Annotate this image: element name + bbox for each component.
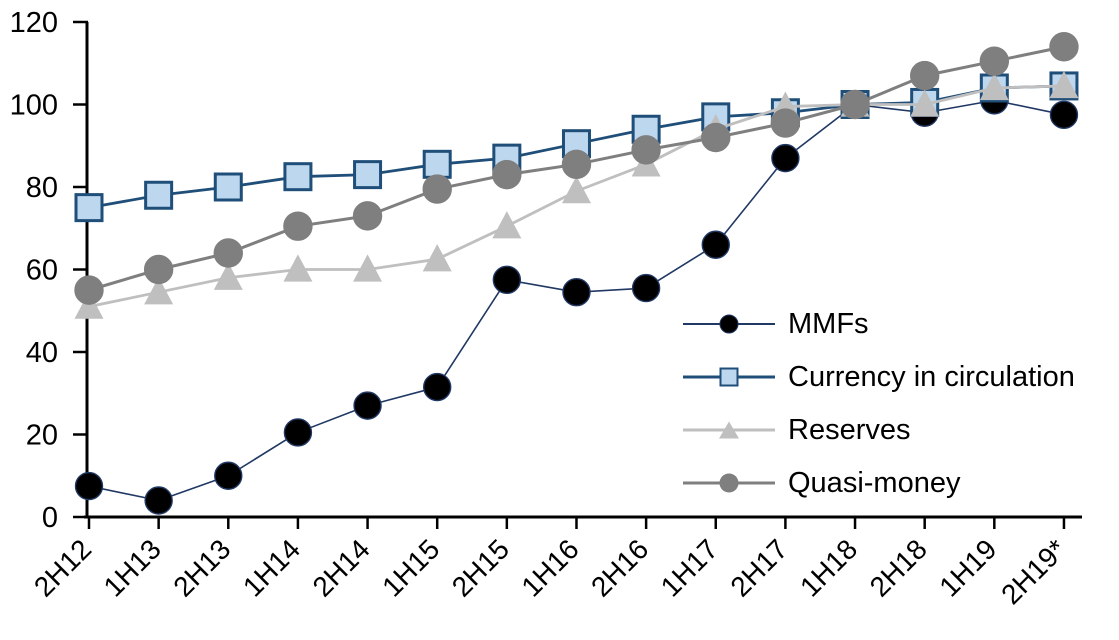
marker-currency-in-circulation <box>422 149 452 179</box>
marker-quasi-money <box>840 89 870 120</box>
y-tick-label: 20 <box>26 420 58 452</box>
y-tick-label: 40 <box>26 337 58 369</box>
marker-quasi-money <box>909 60 940 91</box>
marker-quasi-money <box>74 275 104 305</box>
marker-quasi-money <box>352 201 383 231</box>
marker-mmfs <box>423 372 452 402</box>
x-tick-label: 2H15 <box>446 533 515 602</box>
marker-quasi-money <box>492 159 522 190</box>
marker-mmfs <box>562 277 591 307</box>
marker-currency-in-circulation <box>74 193 104 223</box>
x-tick-label: 2H17 <box>724 533 793 602</box>
marker-quasi-money <box>1049 32 1079 62</box>
marker-reserves <box>492 211 522 239</box>
marker-mmfs <box>214 461 243 490</box>
x-tick-label: 1H16 <box>515 533 584 602</box>
x-tick-label: 2H16 <box>585 533 654 602</box>
y-tick-label: 0 <box>42 502 58 534</box>
marker-mmfs <box>283 418 313 447</box>
marker-mmfs <box>701 230 730 259</box>
marker-mmfs <box>771 143 800 173</box>
marker-reserves <box>1049 70 1079 99</box>
marker-reserves <box>353 254 383 282</box>
x-tick-label: 1H18 <box>794 533 863 602</box>
marker-reserves <box>283 254 313 282</box>
marker-quasi-money <box>422 174 452 204</box>
marker-mmfs <box>74 471 104 501</box>
marker-reserves <box>561 176 591 204</box>
marker-reserves <box>74 291 104 319</box>
x-tick-label: 1H13 <box>98 533 167 602</box>
x-tick-label: 1H19 <box>933 533 1002 602</box>
x-tick-label: 2H18 <box>864 533 933 602</box>
marker-quasi-money <box>770 108 801 138</box>
marker-currency-in-circulation <box>213 172 243 202</box>
marker-reserves <box>213 262 243 290</box>
marker-reserves <box>422 244 452 272</box>
marker-quasi-money <box>701 122 731 153</box>
marker-mmfs <box>353 391 382 420</box>
marker-reserves <box>979 72 1009 101</box>
marker-quasi-money <box>561 149 592 180</box>
marker-mmfs <box>1049 100 1079 130</box>
marker-quasi-money <box>143 254 174 285</box>
marker-currency-in-circulation <box>353 160 383 190</box>
x-tick-label: 2H12 <box>28 533 97 602</box>
x-tick-label: 2H14 <box>307 533 376 602</box>
y-tick-label: 80 <box>26 172 58 204</box>
marker-currency-in-circulation <box>144 180 174 210</box>
x-tick-label: 1H14 <box>237 533 306 602</box>
marker-quasi-money <box>979 46 1010 76</box>
marker-mmfs <box>631 273 661 303</box>
y-tick-label: 100 <box>10 90 58 122</box>
x-tick-label: 1H17 <box>655 533 724 602</box>
marker-mmfs <box>144 486 173 515</box>
y-tick-label: 60 <box>26 255 58 287</box>
marker-reserves <box>144 277 174 305</box>
x-tick-label: 1H15 <box>376 533 445 602</box>
marker-currency-in-circulation <box>283 162 313 192</box>
marker-mmfs <box>492 265 522 295</box>
marker-reserves <box>910 89 940 117</box>
y-tick-label: 120 <box>10 7 58 39</box>
x-tick-label: 2H19* <box>995 533 1072 610</box>
marker-quasi-money <box>631 135 661 165</box>
x-tick-label: 2H13 <box>167 533 236 602</box>
marker-quasi-money <box>213 238 243 268</box>
marker-quasi-money <box>283 211 313 241</box>
